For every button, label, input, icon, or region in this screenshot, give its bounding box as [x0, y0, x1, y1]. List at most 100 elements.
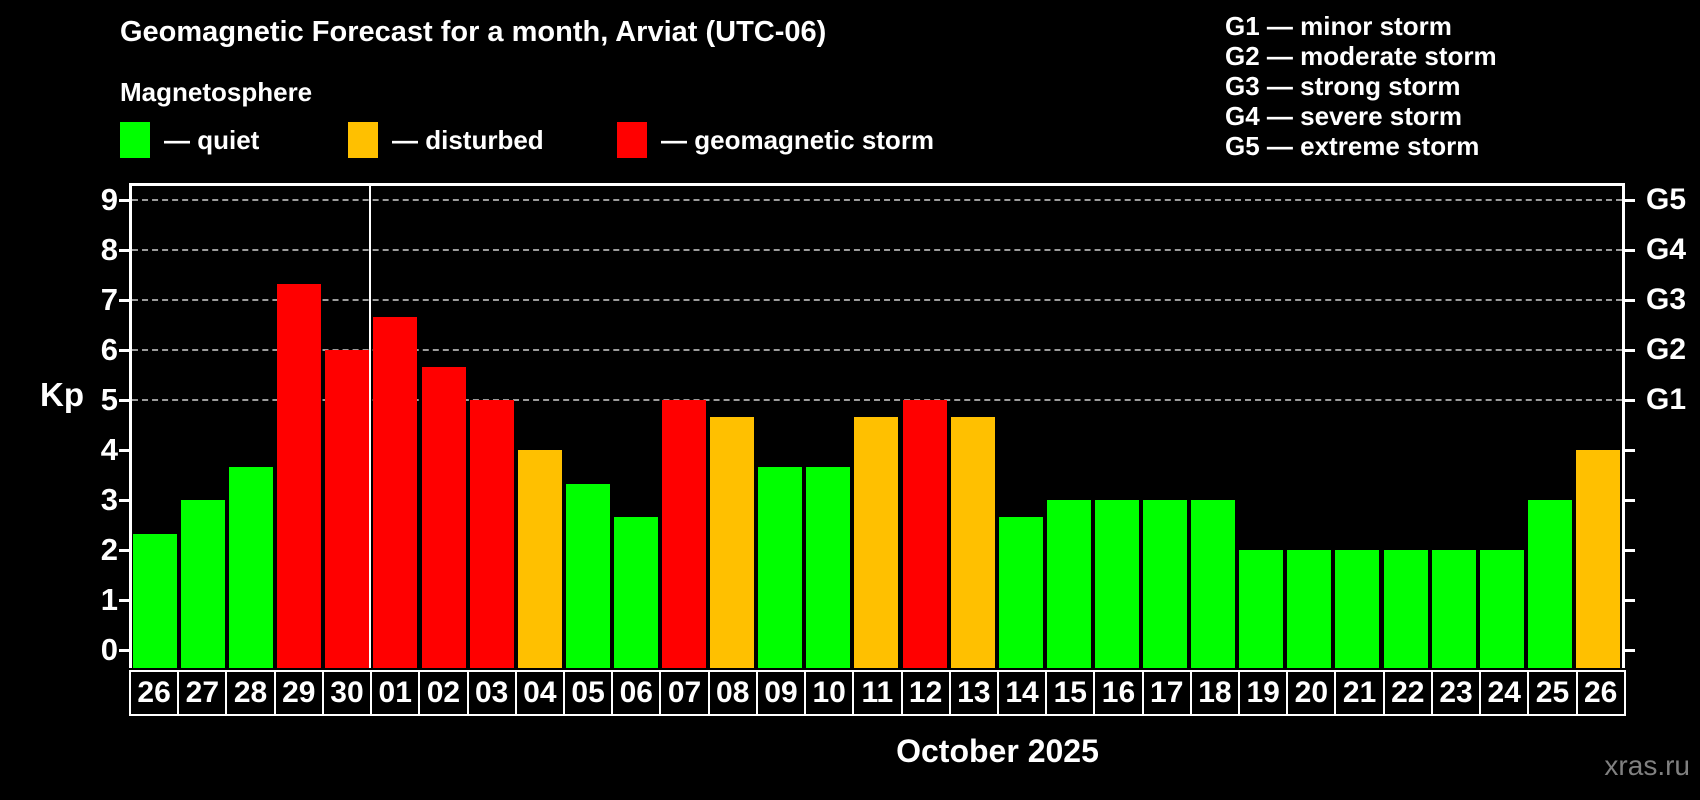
- y-tick-5: [119, 399, 131, 402]
- date-label-07: 07: [659, 670, 710, 716]
- y-tick-label-8: 8: [100, 232, 118, 267]
- y-tick-label-5: 5: [100, 382, 118, 417]
- kp-bar-03: [469, 400, 514, 668]
- kp-bar-20: [1287, 550, 1332, 668]
- kp-bar-10: [806, 466, 851, 668]
- date-label-26: 26: [1575, 670, 1626, 716]
- right-tick-7: [1623, 299, 1635, 302]
- kp-bar-26: [133, 533, 177, 668]
- y-tick-label-2: 2: [100, 532, 118, 567]
- right-axis-label-G4: G4: [1646, 233, 1687, 266]
- y-tick-0: [119, 649, 131, 652]
- date-label-09: 09: [755, 670, 807, 716]
- y-tick-9: [119, 199, 131, 202]
- disturbed-color-swatch: [348, 122, 378, 158]
- g-legend-line-4: G4 — severe storm: [1225, 101, 1463, 131]
- g-legend-line-1: G1 — minor storm: [1225, 11, 1452, 41]
- kp-bar-04: [517, 450, 562, 668]
- date-label-28: 28: [225, 670, 276, 716]
- kp-bar-25: [1527, 500, 1572, 668]
- date-label-14: 14: [996, 670, 1048, 716]
- date-label-27: 27: [177, 670, 228, 716]
- y-tick-6: [119, 349, 131, 352]
- kp-bar-26: [1575, 450, 1620, 668]
- g-legend-line-2: G2 — moderate storm: [1225, 41, 1497, 71]
- date-label-11: 11: [852, 670, 903, 716]
- kp-bar-01: [373, 316, 418, 668]
- gridline-kp6: [132, 349, 1622, 351]
- chart-subtitle: Magnetosphere: [120, 77, 313, 107]
- kp-bar-21: [1335, 550, 1380, 668]
- y-tick-4: [119, 449, 131, 452]
- chart-title: Geomagnetic Forecast for a month, Arviat…: [120, 16, 827, 48]
- y-tick-label-6: 6: [100, 332, 118, 367]
- legend-label-disturbed: — disturbed: [392, 124, 544, 155]
- date-label-25: 25: [1527, 670, 1578, 716]
- date-label-24: 24: [1479, 670, 1530, 716]
- right-tick-1: [1623, 599, 1635, 602]
- kp-bar-09: [758, 466, 803, 668]
- x-axis-date-labels: 26 27 28 29 30 01 02 03 04 05 06 07 08 09 10 11 12 13 14 15…: [129, 670, 1626, 716]
- date-label-29: 29: [273, 670, 324, 716]
- y-tick-label-3: 3: [100, 482, 118, 517]
- kp-bar-23: [1431, 550, 1476, 668]
- date-label-05: 05: [562, 670, 614, 716]
- date-label-08: 08: [707, 670, 758, 716]
- kp-bar-18: [1191, 500, 1236, 668]
- right-tick-4: [1623, 449, 1635, 452]
- date-label-02: 02: [418, 670, 469, 716]
- kp-bar-08: [710, 416, 755, 668]
- kp-bar-24: [1479, 550, 1524, 668]
- date-label-21: 21: [1334, 670, 1385, 716]
- y-tick-1: [119, 599, 131, 602]
- kp-bar-11: [854, 416, 899, 668]
- legend-label-quiet: — quiet: [164, 124, 260, 155]
- kp-bar-22: [1383, 550, 1428, 668]
- y-tick-label-0: 0: [100, 632, 118, 667]
- legend-item-storm: — geomagnetic storm: [617, 121, 934, 159]
- right-tick-5: [1623, 399, 1635, 402]
- g-legend-line-3: G3 — strong storm: [1225, 71, 1461, 101]
- gridline-kp9: [132, 199, 1622, 201]
- kp-bar-29: [277, 283, 322, 668]
- date-label-12: 12: [900, 670, 951, 716]
- date-label-19: 19: [1238, 670, 1289, 716]
- right-tick-9: [1623, 199, 1635, 202]
- date-label-30: 30: [321, 670, 373, 716]
- y-tick-label-9: 9: [100, 182, 118, 217]
- kp-bar-02: [421, 366, 466, 668]
- kp-bar-16: [1094, 500, 1139, 668]
- y-tick-3: [119, 499, 131, 502]
- y-tick-label-7: 7: [100, 282, 118, 317]
- right-tick-6: [1623, 349, 1635, 352]
- kp-bar-13: [950, 416, 995, 668]
- kp-bar-17: [1143, 500, 1188, 668]
- storm-color-swatch: [617, 122, 647, 158]
- y-tick-7: [119, 299, 131, 302]
- right-tick-0: [1623, 649, 1635, 652]
- legend-item-disturbed: — disturbed: [348, 121, 544, 159]
- g-legend-line-5: G5 — extreme storm: [1225, 131, 1480, 161]
- right-tick-8: [1623, 249, 1635, 252]
- g-scale-legend: G1 — minor storm G2 — moderate storm G3 — …: [1225, 11, 1497, 161]
- date-label-17: 17: [1141, 670, 1192, 716]
- kp-bar-28: [229, 466, 274, 668]
- date-label-16: 16: [1093, 670, 1144, 716]
- right-axis-label-G2: G2: [1646, 333, 1687, 366]
- quiet-color-swatch: [120, 122, 150, 158]
- y-tick-2: [119, 549, 131, 552]
- plot-top-border: [129, 183, 1625, 186]
- right-axis-label-G1: G1: [1646, 383, 1687, 416]
- x-axis-month-label: October 2025: [896, 733, 1099, 769]
- date-label-15: 15: [1045, 670, 1096, 716]
- legend-label-storm: — geomagnetic storm: [661, 124, 935, 155]
- date-label-06: 06: [611, 670, 662, 716]
- right-axis-line: [1622, 183, 1625, 668]
- kp-bar-12: [902, 400, 947, 668]
- date-label-13: 13: [948, 670, 999, 716]
- y-axis-title: Kp: [40, 376, 84, 413]
- legend-item-quiet: — quiet: [120, 121, 259, 159]
- kp-bar-15: [1046, 500, 1091, 668]
- month-boundary-line: [369, 183, 372, 668]
